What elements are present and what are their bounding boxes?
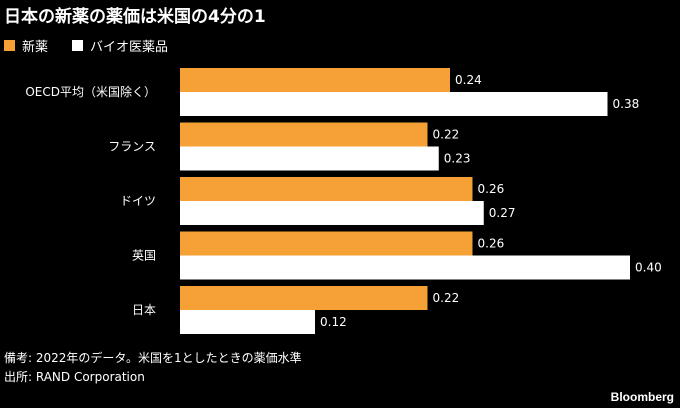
category-label: 英国 [132,249,156,263]
data-label: 0.27 [489,206,516,220]
data-label: 0.24 [455,73,482,87]
legend-item-biologics: バイオ医薬品 [72,36,168,55]
bar [180,177,473,201]
legend: 新薬 バイオ医薬品 [4,36,192,55]
footer-note: 備考: 2022年のデータ。米国を1としたときの薬価水準 [4,351,302,365]
data-label: 0.22 [433,128,460,142]
legend-swatch-new-drugs [4,40,15,51]
data-label: 0.26 [478,182,505,196]
bar [180,92,608,116]
data-label: 0.12 [320,315,347,329]
legend-item-new-drugs: 新薬 [4,36,48,55]
data-label: 0.23 [444,152,471,166]
bar [180,201,484,225]
category-label: OECD平均（米国除く） [25,84,156,99]
bar [180,68,450,92]
legend-label-biologics: バイオ医薬品 [90,40,169,55]
legend-label-new-drugs: 新薬 [22,40,49,55]
bloomberg-logo: Bloomberg [610,390,674,404]
bar [180,310,315,334]
chart-title: 日本の新薬の薬価は米国の4分の1 [4,7,266,27]
data-label: 0.40 [635,261,662,275]
category-label: フランス [108,140,156,154]
footer-notes: 備考: 2022年のデータ。米国を1としたときの薬価水準 出所: RAND Co… [4,349,302,387]
legend-swatch-biologics [72,40,84,51]
bar [180,231,473,256]
category-label: ドイツ [120,194,156,208]
bar [180,122,428,147]
bar [180,286,428,310]
category-label: 日本 [132,303,156,317]
data-label: 0.22 [433,291,460,305]
data-label: 0.26 [478,237,505,251]
bar [180,255,630,280]
footer-source: 出所: RAND Corporation [4,370,145,384]
data-label: 0.38 [613,97,640,111]
bar [180,146,439,171]
